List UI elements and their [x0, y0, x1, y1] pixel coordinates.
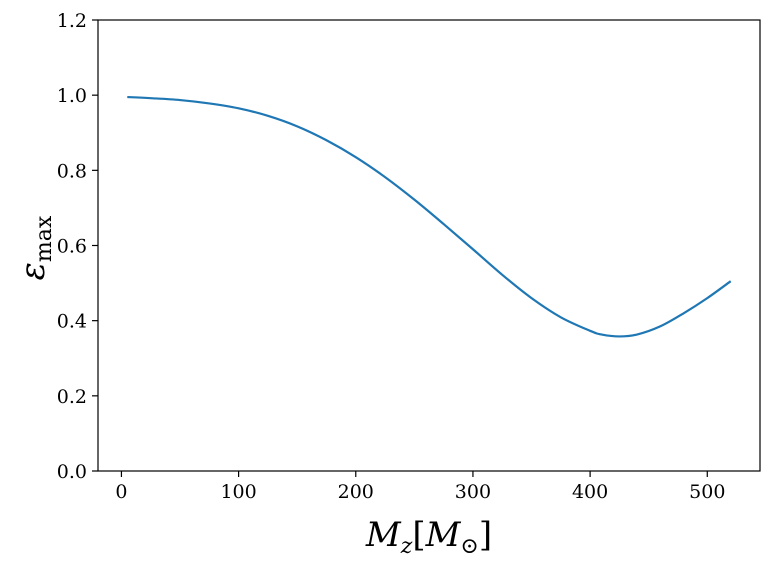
- series-line: [127, 95, 732, 338]
- x-axis-label-bracket-close: ]: [479, 515, 492, 555]
- x-axis-label-bracket-open: [: [412, 515, 425, 555]
- axes-frame: [97, 19, 761, 472]
- x-axis-label-main: M: [365, 515, 402, 555]
- y-axis-ticks: 0.0 0.2 0.4 0.6 0.8 1.0 1.2: [57, 10, 98, 483]
- x-tick-label: 300: [455, 481, 491, 503]
- x-axis-ticks: 0 100 200 300 400 500: [115, 471, 725, 503]
- x-axis-label-unit-sub: ⊙: [460, 534, 478, 559]
- y-axis-label: εmax: [13, 215, 57, 280]
- y-axis-label-main: ε: [13, 262, 53, 280]
- y-tick-label: 0.6: [57, 236, 87, 258]
- x-tick-label: 0: [115, 481, 127, 503]
- x-tick-label: 500: [689, 481, 725, 503]
- y-tick-label: 0.0: [57, 461, 87, 483]
- y-tick-label: 0.2: [57, 386, 87, 408]
- y-tick-label: 1.0: [57, 85, 87, 107]
- x-axis-label: Mz[M⊙]: [365, 515, 492, 559]
- y-tick-label: 0.8: [57, 160, 87, 182]
- y-tick-label: 0.4: [57, 311, 87, 333]
- y-tick-label: 1.2: [57, 10, 87, 32]
- x-tick-label: 400: [572, 481, 608, 503]
- x-tick-label: 100: [220, 481, 256, 503]
- x-axis-label-sub: z: [400, 534, 413, 559]
- x-axis-label-unit: M: [425, 515, 462, 555]
- y-axis-label-sub: max: [32, 215, 57, 262]
- x-tick-label: 200: [338, 481, 374, 503]
